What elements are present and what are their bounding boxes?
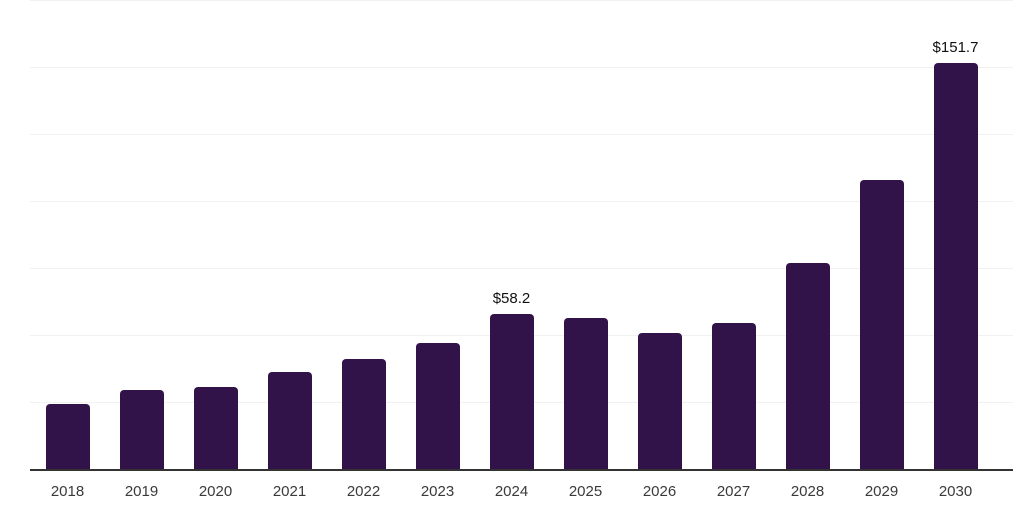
x-tick-2020: 2020 (198, 483, 233, 500)
x-tick-2019: 2019 (124, 483, 159, 500)
bar-2019 (119, 390, 164, 470)
x-tick-2028: 2028 (790, 483, 825, 500)
bar-2023 (415, 343, 460, 470)
bar-2020 (193, 386, 238, 470)
x-tick-2024: 2024 (494, 483, 529, 500)
x-tick-2030: 2030 (938, 483, 973, 500)
gridline-175 (30, 0, 1013, 1)
x-tick-2026: 2026 (642, 483, 677, 500)
bar-2027 (711, 322, 756, 470)
bar-2022 (341, 359, 386, 470)
bar-2026 (637, 333, 682, 470)
data-label-2024: $58.2 (492, 290, 531, 308)
bar-2030 (933, 63, 978, 470)
bar-2018 (45, 404, 90, 470)
x-axis-line (30, 469, 1013, 471)
x-tick-2027: 2027 (716, 483, 751, 500)
bar-2021 (267, 372, 312, 470)
gridline-100 (30, 201, 1013, 202)
gridline-75 (30, 268, 1013, 269)
x-tick-2018: 2018 (50, 483, 85, 500)
bar-2024 (489, 314, 534, 470)
x-tick-2022: 2022 (346, 483, 381, 500)
bar-2025 (563, 318, 608, 470)
bar-2029 (859, 179, 904, 470)
x-tick-2021: 2021 (272, 483, 307, 500)
x-tick-2029: 2029 (864, 483, 899, 500)
data-label-2030: $151.7 (932, 39, 979, 57)
x-tick-2025: 2025 (568, 483, 603, 500)
gridline-150 (30, 67, 1013, 68)
plot-area: $58.2 $151.7 (30, 0, 1013, 471)
x-tick-2023: 2023 (420, 483, 455, 500)
bar-2028 (785, 262, 830, 470)
gridline-125 (30, 134, 1013, 135)
